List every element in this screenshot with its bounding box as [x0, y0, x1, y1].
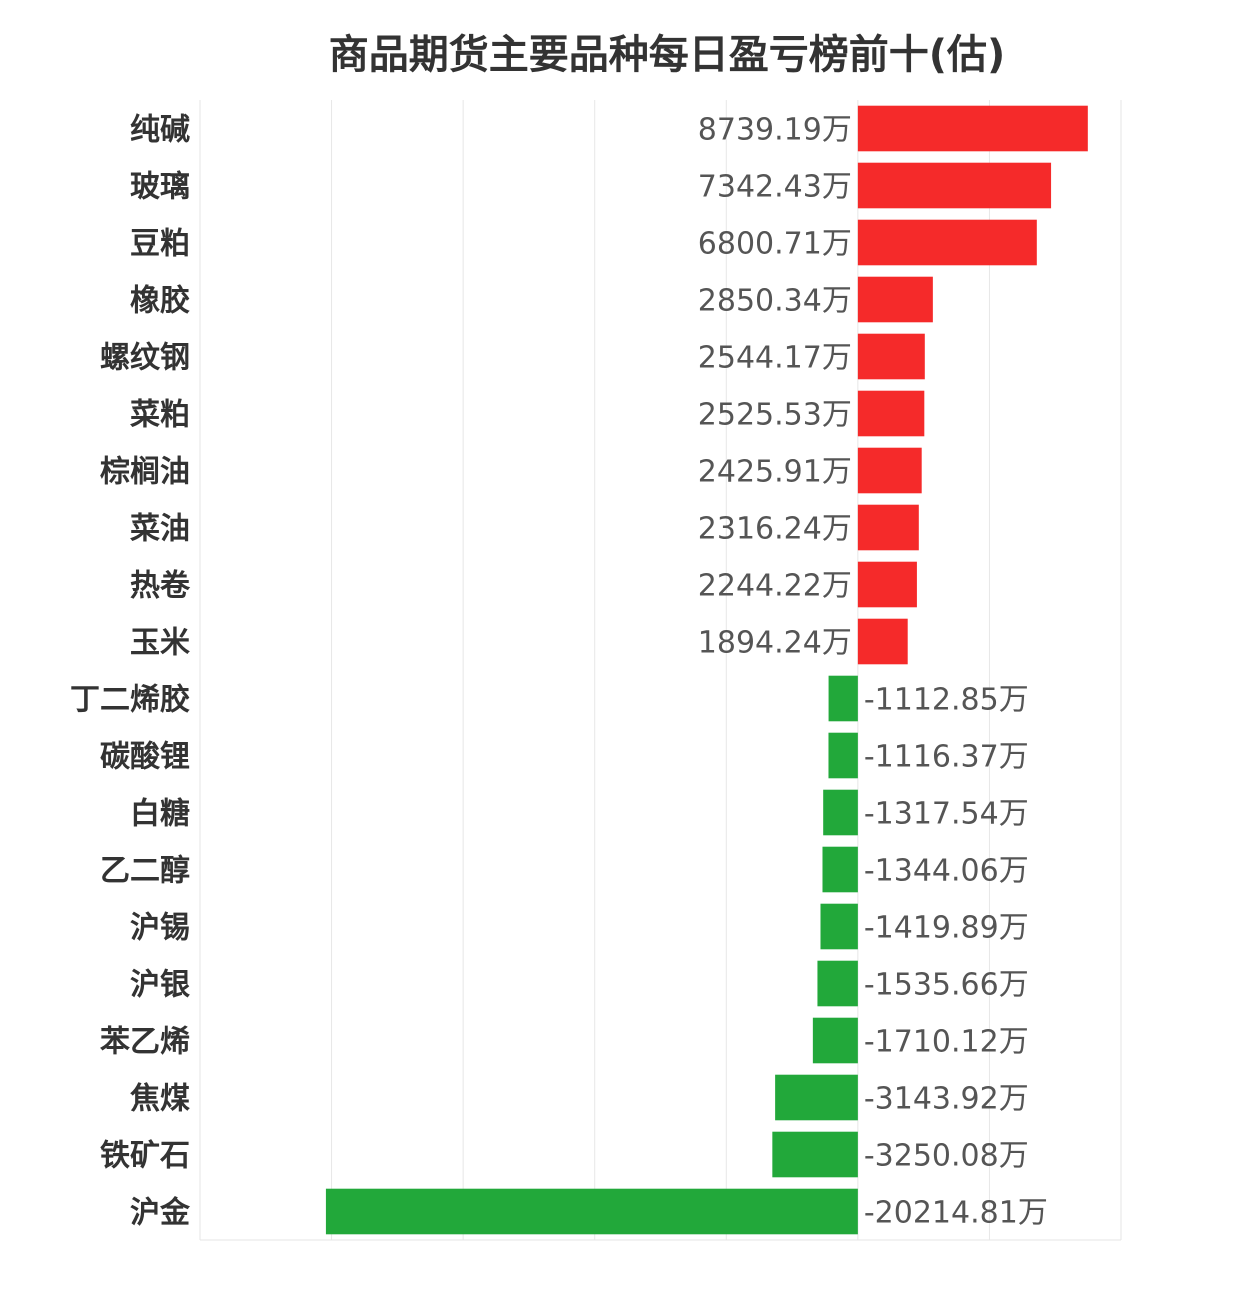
data-label: 2425.91万: [698, 455, 852, 490]
category-label: 铁矿石: [100, 1139, 190, 1174]
data-label: 2850.34万: [698, 284, 852, 319]
bar: [828, 732, 858, 779]
bar: [857, 333, 925, 380]
bar: [857, 162, 1052, 209]
bar: [823, 789, 858, 836]
category-label: 乙二醇: [100, 854, 190, 889]
category-label: 菜油: [130, 512, 190, 547]
category-label: 菜粕: [130, 398, 190, 433]
data-label: -1710.12万: [864, 1025, 1029, 1060]
category-label: 沪锡: [130, 911, 190, 946]
data-label: -1116.37万: [864, 740, 1029, 775]
category-label: 纯碱: [130, 113, 190, 148]
chart-title: 商品期货主要品种每日盈亏榜前十(估): [328, 32, 1006, 78]
bar: [857, 447, 922, 494]
bar: [857, 390, 925, 437]
bar: [775, 1074, 858, 1121]
data-label: -1344.06万: [864, 854, 1029, 889]
category-label: 白糖: [130, 797, 190, 832]
bar: [857, 618, 908, 665]
bar: [812, 1017, 858, 1064]
category-label: 玉米: [130, 626, 190, 661]
bar: [820, 903, 858, 950]
bar: [857, 561, 917, 608]
category-label: 玻璃: [130, 170, 190, 205]
bar: [325, 1188, 858, 1235]
bar-layer: [325, 105, 1088, 1235]
category-layer: 纯碱玻璃豆粕橡胶螺纹钢菜粕棕榈油菜油热卷玉米丁二烯胶碳酸锂白糖乙二醇沪锡沪银苯乙…: [70, 113, 191, 1231]
data-label: -1112.85万: [864, 683, 1029, 718]
data-label: 6800.71万: [698, 227, 852, 262]
bar: [857, 105, 1088, 152]
data-label: 1894.24万: [698, 626, 852, 661]
category-label: 焦煤: [130, 1082, 190, 1117]
data-label: 2316.24万: [698, 512, 852, 547]
bar: [817, 960, 858, 1007]
data-label: -1535.66万: [864, 968, 1029, 1003]
data-label: 2525.53万: [698, 398, 852, 433]
category-label: 橡胶: [130, 284, 190, 319]
category-label: 豆粕: [130, 227, 190, 262]
category-label: 碳酸锂: [100, 740, 190, 775]
grid-layer: [199, 100, 1122, 1241]
bar: [822, 846, 858, 893]
bar: [772, 1131, 858, 1178]
category-label: 丁二烯胶: [70, 683, 190, 718]
data-label: 2244.22万: [698, 569, 852, 604]
category-label: 热卷: [130, 569, 191, 604]
category-label: 棕榈油: [100, 455, 190, 490]
bar: [857, 276, 933, 323]
category-label: 螺纹钢: [100, 341, 190, 376]
data-label: -1419.89万: [864, 911, 1029, 946]
data-label: 8739.19万: [698, 113, 852, 148]
bar: [857, 219, 1037, 266]
data-label: -20214.81万: [864, 1196, 1048, 1231]
data-label: -3143.92万: [864, 1082, 1029, 1117]
data-label: -3250.08万: [864, 1139, 1029, 1174]
category-label: 沪银: [130, 968, 190, 1003]
category-label: 苯乙烯: [100, 1025, 190, 1060]
data-label: 7342.43万: [698, 170, 852, 205]
bar: [857, 504, 919, 551]
bar: [828, 675, 858, 722]
category-label: 沪金: [130, 1196, 191, 1231]
data-label: 2544.17万: [698, 341, 852, 376]
data-label: -1317.54万: [864, 797, 1029, 832]
label-layer: 8739.19万 7342.43万 6800.71万 2850.34万 2544.17万…: [698, 113, 1048, 1231]
